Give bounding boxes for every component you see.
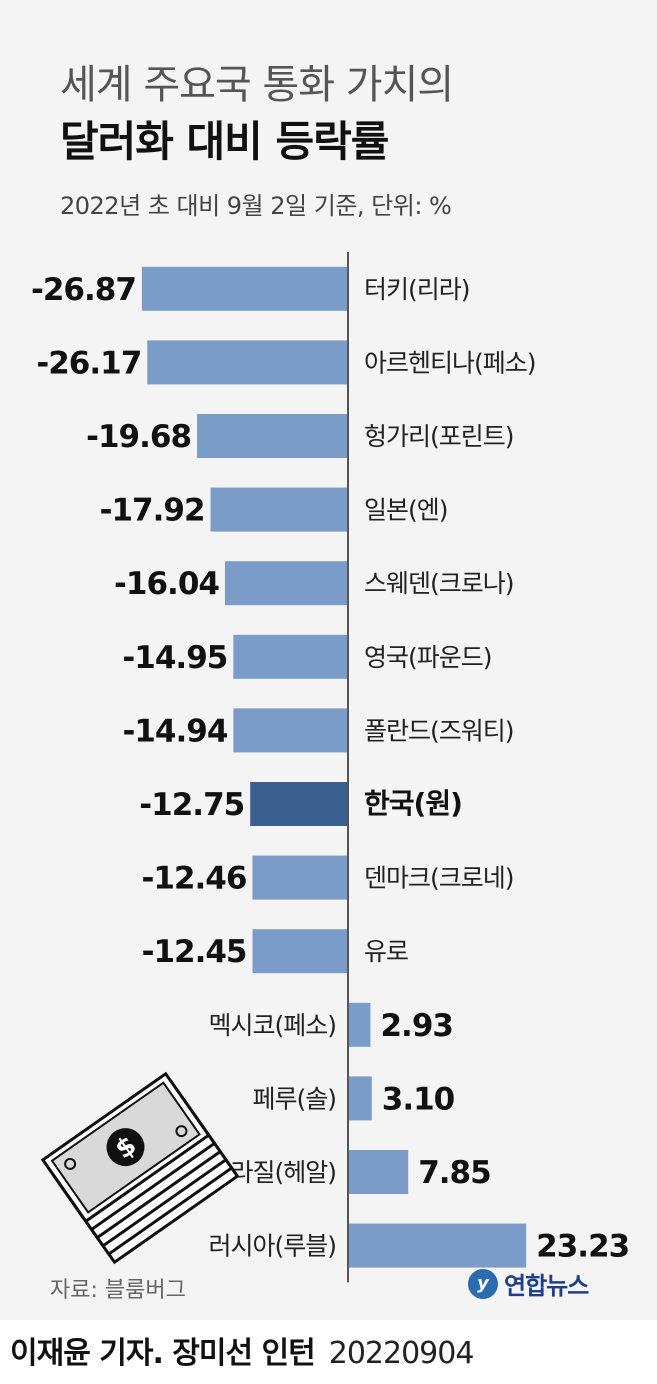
value-label-8: -12.46 <box>142 861 247 897</box>
value-label-0: -26.87 <box>31 272 136 308</box>
credit-author: 이재윤 기자. 장미선 인턴 <box>10 1336 316 1371</box>
bar-11 <box>348 1076 372 1121</box>
category-label-5: 영국(파운드) <box>364 643 492 672</box>
bar-2 <box>197 414 348 458</box>
chart-title-line2: 달러화 대비 등락률 <box>60 117 389 166</box>
bar-13 <box>348 1223 527 1268</box>
category-label-8: 덴마크(크로네) <box>364 864 514 893</box>
labels-layer: -26.87 터키(리라) -26.17 아르헨티나(페소) -19.68 헝가리(포린트… <box>31 272 630 1265</box>
source-note: 자료: 블룸버그 <box>50 1278 186 1303</box>
bar-10 <box>348 1002 371 1047</box>
value-label-4: -16.04 <box>114 566 219 602</box>
yonhap-logo-icon: y <box>468 1268 498 1299</box>
value-label-7: -12.75 <box>139 787 244 823</box>
category-label-13: 러시아(루블) <box>208 1232 336 1261</box>
brand-logo: y 연합뉴스 <box>468 1266 589 1301</box>
value-label-12: 7.85 <box>418 1155 491 1191</box>
value-label-13: 23.23 <box>536 1229 629 1265</box>
bar-5 <box>233 634 348 679</box>
chart-subtitle: 2022년 초 대비 9월 2일 기준, 단위: % <box>60 192 452 220</box>
brand-name: 연합뉴스 <box>504 1272 589 1300</box>
category-label-4: 스웨덴(크로나) <box>364 569 514 598</box>
category-label-1: 아르헨티나(페소) <box>364 348 536 377</box>
bars-layer <box>141 266 527 1268</box>
value-label-11: 3.10 <box>382 1081 455 1117</box>
chart-title-line1: 세계 주요국 통화 가치의 <box>60 62 454 108</box>
value-label-3: -17.92 <box>100 493 205 529</box>
category-label-7: 한국(원) <box>364 787 462 820</box>
credit-line: 이재윤 기자. 장미선 인턴 20220904 <box>10 1328 475 1372</box>
category-label-11: 페루(솔) <box>252 1084 336 1113</box>
value-label-6: -14.94 <box>122 713 227 749</box>
category-label-3: 일본(엔) <box>364 496 448 525</box>
credit-date: 20220904 <box>328 1336 475 1371</box>
value-label-10: 2.93 <box>380 1008 453 1044</box>
bar-8 <box>252 855 348 900</box>
value-label-5: -14.95 <box>122 640 227 676</box>
bar-6 <box>233 708 348 753</box>
category-label-6: 폴란드(즈워티) <box>364 716 514 745</box>
bar-9 <box>252 929 348 974</box>
value-label-1: -26.17 <box>36 345 141 381</box>
bar-7 <box>250 782 348 826</box>
value-label-9: -12.45 <box>142 934 247 970</box>
bar-chart: -26.87 터키(리라) -26.17 아르헨티나(페소) -19.68 헝가리(포린트… <box>31 252 630 1283</box>
category-label-9: 유로 <box>364 937 408 966</box>
bar-4 <box>224 561 348 606</box>
value-label-2: -19.68 <box>86 419 191 455</box>
category-label-0: 터키(리라) <box>364 275 470 304</box>
category-label-2: 헝가리(포린트) <box>364 422 514 451</box>
bar-0 <box>141 266 348 311</box>
bar-1 <box>147 340 348 385</box>
bar-12 <box>348 1150 409 1194</box>
dollar-bills-icon: $ <box>40 1071 240 1265</box>
category-label-10: 멕시코(페소) <box>208 1011 336 1040</box>
bar-3 <box>210 487 348 532</box>
